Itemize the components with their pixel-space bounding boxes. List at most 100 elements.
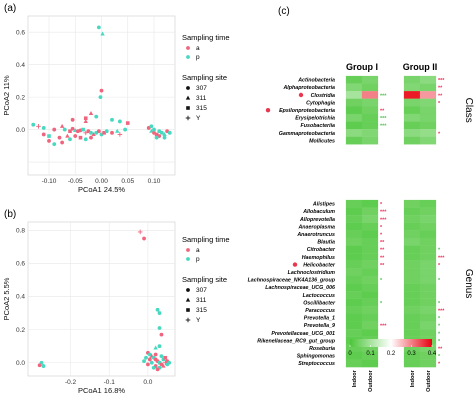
row-label: Clostridia [311,93,335,99]
data-point [154,135,159,140]
heatmap-cell [419,106,437,115]
heatmap-cell [345,306,363,315]
significance-star: * [380,301,383,307]
heatmap-cell [345,329,363,337]
row-label: Actinobacteria [297,78,335,84]
data-point [146,362,150,367]
heatmap-cell [345,298,363,307]
heatmap-cell [403,237,421,246]
y-tick-label: 0.6 [16,29,25,36]
x-tick-label: 0.10 [148,178,161,185]
data-point [162,135,167,140]
row-label: Oscillibacter [303,300,336,306]
legend-label: Y [196,317,201,324]
significance-star: ** [380,109,385,115]
row-label: Anaeroplasma [297,224,335,230]
heatmap-cell [419,268,437,277]
heatmap-cell [403,245,421,254]
significance-star: ** [380,255,385,261]
x-tick-label: -0.1 [104,379,116,386]
section-label: Genus [463,269,474,298]
legend-marker [186,86,190,90]
row-label: Lachnoclostridium [288,270,336,276]
data-point [149,360,154,365]
heatmap-cell [419,298,437,307]
heatmap-cell [419,359,437,368]
data-point [98,95,103,100]
data-point [99,88,104,93]
heatmap-cell [361,106,379,115]
row-label: Lactococcus [303,293,335,299]
row-label: Roseburia [309,346,335,352]
significance-star: * [438,263,441,269]
row-label: Cytophagia [306,100,335,106]
heatmap-cell [345,245,363,254]
heatmap-cell [361,75,379,84]
column-label: Indoor [352,369,358,387]
data-point [83,130,89,136]
significance-star: *** [380,210,387,216]
scatter-panel-b: -0.2 -0.1 0.0 0.0 0.2 0.4 0.6 0.8 PCoA1 16.8% PCo… [2,209,230,395]
heatmap-cell [361,313,379,322]
heatmap-cell [403,329,421,337]
heatmap-cell [345,83,363,92]
significance-star: ** [438,86,443,92]
heatmap-cell [361,298,379,307]
heatmap-cell [403,306,421,315]
data-point [37,363,42,368]
heatmap-cell [403,129,421,137]
heatmap-cell [361,260,379,269]
heatmap-cell [419,291,437,299]
significance-star: * [438,362,441,368]
row-label: Paracoccus [305,308,335,314]
heatmap-cell [361,121,379,130]
group-label: Group I [346,62,378,72]
row-label: Alphaproteobacteria [282,85,335,91]
data-point [157,344,162,349]
heatmap-cell [361,359,379,368]
y-tick-label: 0.6 [16,261,25,268]
data-point [41,126,46,130]
heatmap-cell [361,136,379,145]
data-point [147,357,152,362]
x-tick-label: 0.0 [143,379,152,386]
heatmap-cell [403,136,421,145]
significance-star: *** [380,124,387,130]
legend-title-time: Sampling time [182,33,230,42]
heatmap-cell [419,306,437,315]
significance-star: *** [380,116,387,122]
row-label: Citrobacter [307,247,336,253]
heatmap-cell [361,230,379,239]
heatmap-cell [361,98,379,107]
heatmap-cell [419,275,437,284]
data-point [159,130,164,135]
heatmap-cell [361,245,379,254]
heatmap-cell [419,129,437,137]
scatter-panel-a: -0.10 -0.05 0.00 0.05 0.10 0.0 0.2 0.4 0.6 PCoA1 … [2,3,230,194]
heatmap-cell [403,75,421,84]
row-label: Rikenellaceae_RC9_gut_group [257,338,335,344]
row-label: Allobaculum [302,209,335,215]
heatmap-cell [403,283,421,292]
column-label: Outdoor [426,369,432,392]
heatmap-cell [345,237,363,246]
y-tick-label: 0.4 [16,62,25,69]
colorbar-tick-label: 0 [348,351,352,357]
heatmap-cell [419,121,437,130]
heatmap-cell [345,359,363,368]
row-label: Erysipelotrichia [295,116,335,122]
heatmap-cell [361,237,379,246]
significance-star: *** [438,255,445,261]
heatmap-cell [403,230,421,239]
row-label: Anaerotruncus [296,232,335,238]
heatmap-cell [361,207,379,216]
significance-star: *** [380,217,387,223]
x-tick-label: 0.05 [121,178,134,185]
heatmap-cell [345,215,363,223]
heatmap-cell [419,321,437,330]
heatmap-cell [419,91,437,99]
heatmap-cell [361,283,379,292]
row-label: Streptococcus [298,361,335,367]
heatmap-cell [419,98,437,107]
